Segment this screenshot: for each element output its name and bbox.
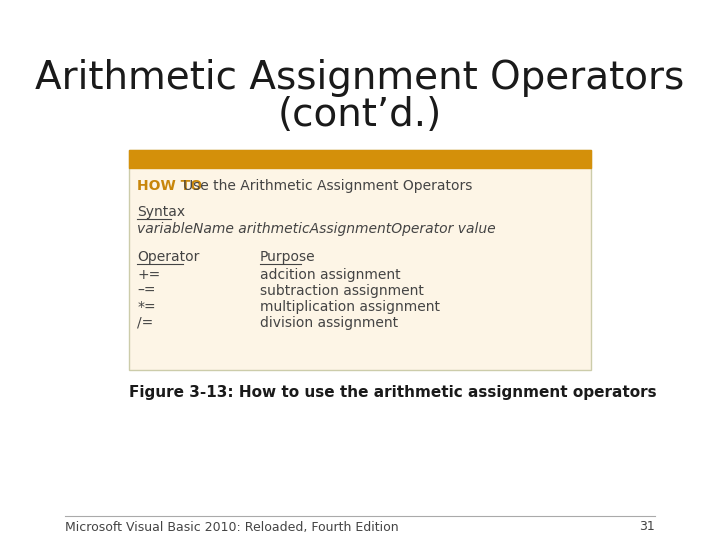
Text: Operator: Operator xyxy=(138,250,199,264)
Text: division assignment: division assignment xyxy=(260,316,397,330)
Text: /=: /= xyxy=(138,316,153,330)
Text: Purpose: Purpose xyxy=(260,250,315,264)
Text: multiplication assignment: multiplication assignment xyxy=(260,300,440,314)
Bar xyxy=(129,150,591,168)
Text: Figure 3-13: How to use the arithmetic assignment operators: Figure 3-13: How to use the arithmetic a… xyxy=(129,384,656,400)
Text: Syntax: Syntax xyxy=(138,205,186,219)
Text: 31: 31 xyxy=(639,521,655,534)
Text: adcition assignment: adcition assignment xyxy=(260,268,400,282)
FancyBboxPatch shape xyxy=(129,150,591,370)
Text: Arithmetic Assignment Operators: Arithmetic Assignment Operators xyxy=(35,59,685,97)
Text: –=: –= xyxy=(138,284,156,298)
Text: variableName arithmeticAssignmentOperator value: variableName arithmeticAssignmentOperato… xyxy=(138,222,496,236)
Text: +=: += xyxy=(138,268,161,282)
Text: Microsoft Visual Basic 2010: Reloaded, Fourth Edition: Microsoft Visual Basic 2010: Reloaded, F… xyxy=(65,521,398,534)
Text: subtraction assignment: subtraction assignment xyxy=(260,284,423,298)
Text: *=: *= xyxy=(138,300,156,314)
Text: HOW TO: HOW TO xyxy=(138,179,202,193)
Text: Use the Arithmetic Assignment Operators: Use the Arithmetic Assignment Operators xyxy=(183,179,472,193)
Text: (cont’d.): (cont’d.) xyxy=(278,96,442,134)
